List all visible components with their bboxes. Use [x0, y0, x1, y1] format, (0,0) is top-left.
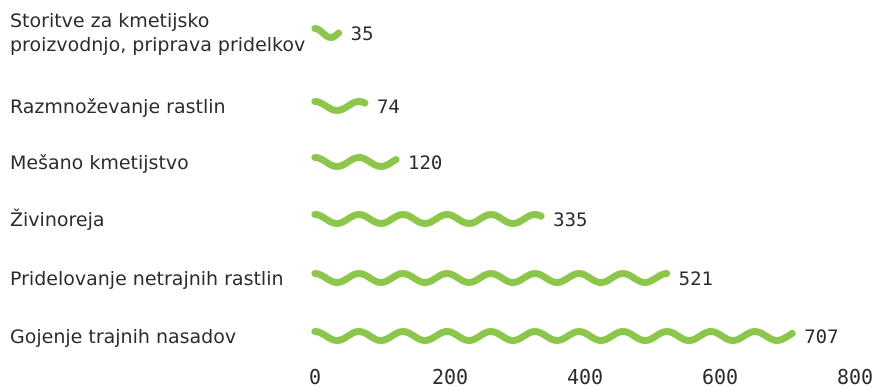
value-labels: 35 74 120 335 521 707	[351, 23, 839, 348]
x-tick-label: 400	[567, 365, 603, 387]
category-label: Razmnoževanje rastlin	[10, 96, 226, 118]
value-label: 120	[408, 152, 442, 174]
x-axis-tick-labels: 0 200 400 600 800	[309, 365, 873, 387]
bar	[311, 270, 671, 286]
x-tick-label: 0	[309, 365, 321, 387]
x-tick-label: 200	[432, 365, 468, 387]
value-label: 707	[804, 326, 838, 348]
category-label: Pridelovanje netrajnih rastlin	[10, 268, 284, 290]
bar	[311, 98, 369, 114]
category-labels: Storitve za kmetijsko proizvodnjo, pripra…	[10, 10, 305, 348]
x-tick-label: 800	[837, 365, 873, 387]
value-label: 74	[377, 96, 400, 118]
category-label: Gojenje trajnih nasadov	[10, 326, 236, 348]
category-label: Živinoreja	[10, 208, 105, 231]
value-label: 335	[553, 209, 587, 231]
value-label: 521	[679, 268, 713, 290]
bar	[311, 211, 545, 227]
bar	[311, 154, 400, 170]
category-label: Mešano kmetijstvo	[10, 152, 189, 174]
value-label: 35	[351, 23, 374, 45]
bars	[311, 25, 796, 344]
bar	[311, 25, 343, 41]
category-label: Storitve za kmetijsko proizvodnjo, pripra…	[10, 10, 305, 56]
x-tick-label: 600	[702, 365, 738, 387]
bar	[311, 328, 796, 344]
